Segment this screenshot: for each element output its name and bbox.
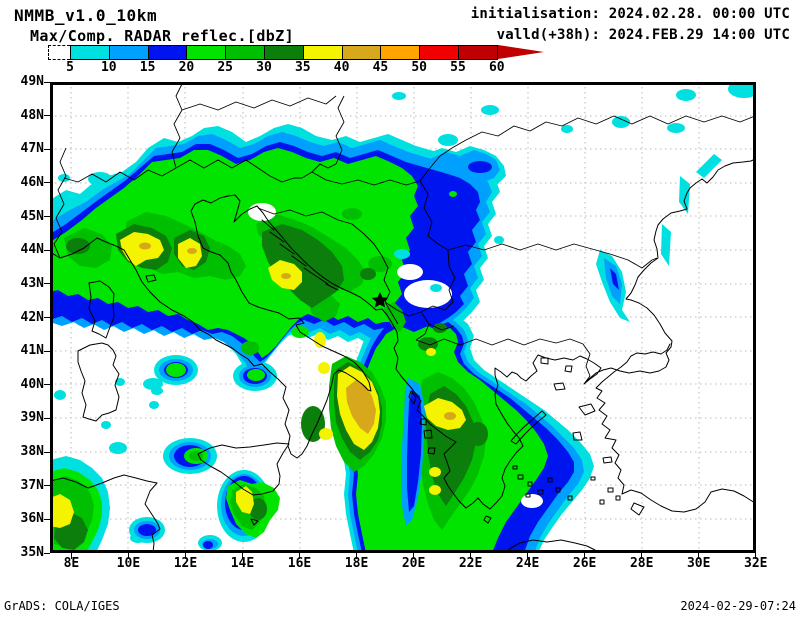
colorbar-segment: [458, 46, 497, 59]
lat-tick: [44, 81, 50, 83]
lat-label: 39N: [20, 410, 44, 426]
colorbar-tick-label: 45: [372, 60, 389, 75]
colorbar-segment: [226, 46, 265, 59]
colorbar-segment: [187, 46, 227, 59]
colorbar-segment: [264, 46, 304, 59]
lon-tick: [356, 553, 358, 559]
country-borders: [53, 83, 756, 385]
lat-tick: [44, 148, 50, 150]
product-subtitle: Max/Comp. RADAR reflec.[dbZ]: [30, 27, 295, 45]
colorbar-segment: [381, 46, 421, 59]
lat-label: 44N: [20, 242, 44, 258]
lon-label: 22E: [458, 556, 483, 571]
lat-label: 47N: [20, 141, 44, 157]
colorbar-tick-label: 50: [411, 60, 428, 75]
lon-label: 12E: [173, 556, 198, 571]
colorbar-tick-label: 40: [333, 60, 350, 75]
lat-tick: [44, 283, 50, 285]
lon-label: 20E: [401, 556, 426, 571]
lon-label: 26E: [572, 556, 597, 571]
grads-credit: GrADS: COLA/IGES: [4, 599, 120, 613]
lon-label: 30E: [686, 556, 711, 571]
lon-tick: [755, 553, 757, 559]
lat-tick: [44, 182, 50, 184]
lon-tick: [584, 553, 586, 559]
colorbar-segment: [71, 46, 110, 59]
lat-label: 45N: [20, 208, 44, 224]
lat-tick: [44, 552, 50, 554]
colorbar-tick-label: 60: [488, 60, 505, 75]
colorbar-segment: [420, 46, 459, 59]
lat-label: 46N: [20, 174, 44, 190]
lat-tick: [44, 518, 50, 520]
lat-tick: [44, 249, 50, 251]
colorbar-segment: [342, 46, 382, 59]
lat-tick: [44, 384, 50, 386]
lon-tick: [70, 553, 72, 559]
colorbar-tick-label: 30: [256, 60, 272, 75]
colorbar-segment: [109, 46, 149, 59]
lon-label: 32E: [744, 556, 768, 571]
lon-label: 16E: [287, 556, 312, 571]
lon-tick: [127, 553, 129, 559]
lon-tick: [527, 553, 529, 559]
reflectivity-channel: [401, 378, 425, 526]
model-title: NMMB_v1.0_10km: [14, 6, 158, 25]
coastlines: [50, 158, 756, 553]
colorbar-tick-label: 20: [178, 60, 195, 75]
lat-tick: [44, 115, 50, 117]
lon-label: 28E: [629, 556, 654, 571]
lon-label: 18E: [344, 556, 369, 571]
lon-tick: [470, 553, 472, 559]
lat-tick: [44, 485, 50, 487]
creation-timestamp: 2024-02-29-07:24: [680, 599, 796, 613]
colorbar-segments: [70, 45, 498, 60]
lat-label: 35N: [20, 545, 44, 560]
lat-label: 38N: [20, 444, 44, 460]
lon-label: 8E: [63, 556, 80, 571]
lon-label: 14E: [230, 556, 255, 571]
colorbar-tick-label: 25: [217, 60, 234, 75]
lat-label: 42N: [20, 309, 44, 325]
lat-tick: [44, 317, 50, 318]
colorbar-segment: [148, 46, 188, 59]
lon-tick: [299, 553, 301, 559]
lat-tick: [44, 350, 50, 352]
map-canvas: [50, 82, 756, 553]
valid-time: valld(+38h): 2024.FEB.29 14:00 UTC: [496, 27, 790, 43]
colorbar-tick-labels: 5 10 15 20 25 30 35 40 45 50 55 60: [48, 60, 548, 75]
reflectivity-fill-40dbz: [139, 242, 456, 434]
colorbar-segment: [303, 46, 343, 59]
colorbar-below-min-segment: [48, 45, 70, 60]
lat-label: 48N: [20, 107, 44, 123]
lon-tick: [698, 553, 700, 559]
lat-label: 40N: [20, 376, 44, 392]
lon-tick: [641, 553, 643, 559]
colorbar: [48, 45, 544, 60]
lat-label: 37N: [20, 477, 44, 493]
initialisation-time: initialisation: 2024.02.28. 00:00 UTC: [470, 6, 790, 22]
colorbar-tick-label: 10: [100, 60, 117, 75]
lat-tick: [44, 451, 50, 453]
map-frame-border: [50, 82, 756, 553]
colorbar-tick-label: 55: [450, 60, 466, 75]
lon-label: 10E: [116, 556, 141, 571]
colorbar-tick-label: 35: [294, 60, 311, 75]
echo-respeck: [394, 249, 442, 292]
lat-tick: [44, 216, 50, 218]
colorbar-tick-label: 5: [66, 60, 74, 75]
lat-label: 41N: [20, 343, 44, 359]
lon-tick: [184, 553, 186, 559]
star-marker-icon: [371, 292, 389, 308]
lat-label: 43N: [20, 275, 44, 291]
lon-tick: [241, 553, 243, 559]
lat-label: 36N: [20, 511, 44, 527]
lon-label: 24E: [515, 556, 540, 571]
lon-tick: [413, 553, 415, 559]
colorbar-tick-label: 15: [139, 60, 156, 75]
lat-label: 49N: [20, 74, 44, 89]
colorbar-overflow-arrow-icon: [497, 45, 544, 59]
lat-tick: [44, 417, 50, 419]
